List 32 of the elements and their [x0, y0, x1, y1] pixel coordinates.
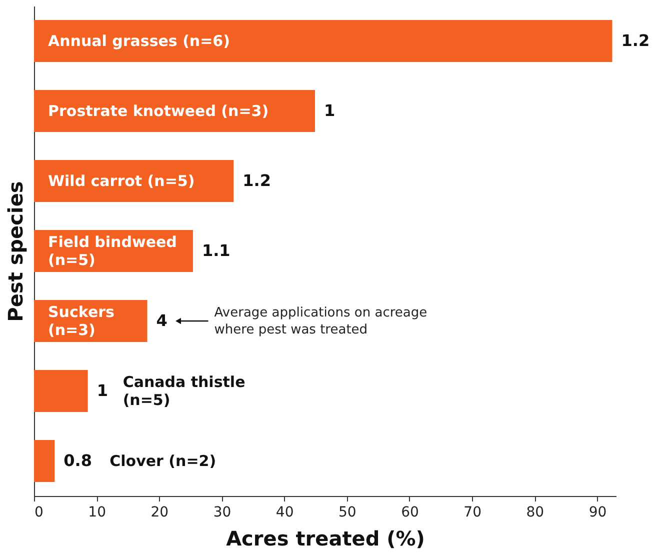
bar	[34, 20, 612, 62]
x-tick-label: 50	[338, 504, 356, 520]
x-tick-label: 10	[88, 504, 106, 520]
y-axis-title: Pest species	[4, 181, 28, 322]
annotation: 4	[156, 311, 168, 330]
y-tick-label: Suckers (n=3)	[48, 303, 115, 339]
x-tick-label: 0	[34, 504, 44, 520]
x-tick-label: 70	[464, 504, 482, 520]
y-tick-label: Wild carrot (n=5)	[48, 172, 195, 190]
y-tick-label: Clover (n=2)	[110, 452, 216, 470]
x-tick-label: 60	[401, 504, 419, 520]
x-tick-label: 30	[213, 504, 232, 520]
y-tick-label: Canada thistle (n=5)	[122, 373, 246, 409]
x-axis-title: Acres treated (%)	[226, 526, 425, 550]
y-tick-label: Annual grasses (n=6)	[48, 32, 230, 50]
annotation: 0.8	[64, 451, 92, 470]
annotation: 1	[324, 101, 336, 120]
x-tick-label: 80	[526, 504, 544, 520]
y-tick-label: Prostrate knotweed (n=3)	[48, 102, 269, 120]
bar	[34, 90, 315, 132]
bar	[34, 440, 55, 482]
x-tick-label: 20	[150, 504, 169, 520]
annotation: 1.2	[242, 171, 271, 190]
annotation: 1.2	[621, 31, 650, 50]
bar	[34, 160, 234, 202]
x-tick-label: 40	[276, 504, 294, 520]
bar	[34, 370, 88, 412]
x-tick-label: 90	[588, 504, 607, 520]
annotation: 1.1	[202, 241, 230, 260]
y-tick-label: Field bindweed (n=5)	[48, 233, 177, 269]
annotation: 1	[96, 381, 108, 400]
annotation: Average applications on acreage where pest was treated	[214, 306, 428, 338]
